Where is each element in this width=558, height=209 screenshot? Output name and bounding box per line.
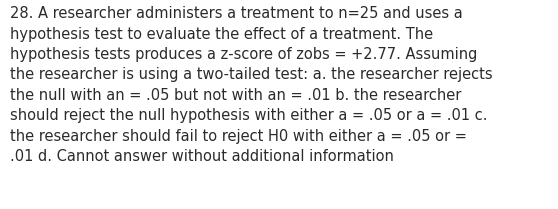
Text: 28. A researcher administers a treatment to n=25 and uses a
hypothesis test to e: 28. A researcher administers a treatment…: [10, 6, 493, 164]
